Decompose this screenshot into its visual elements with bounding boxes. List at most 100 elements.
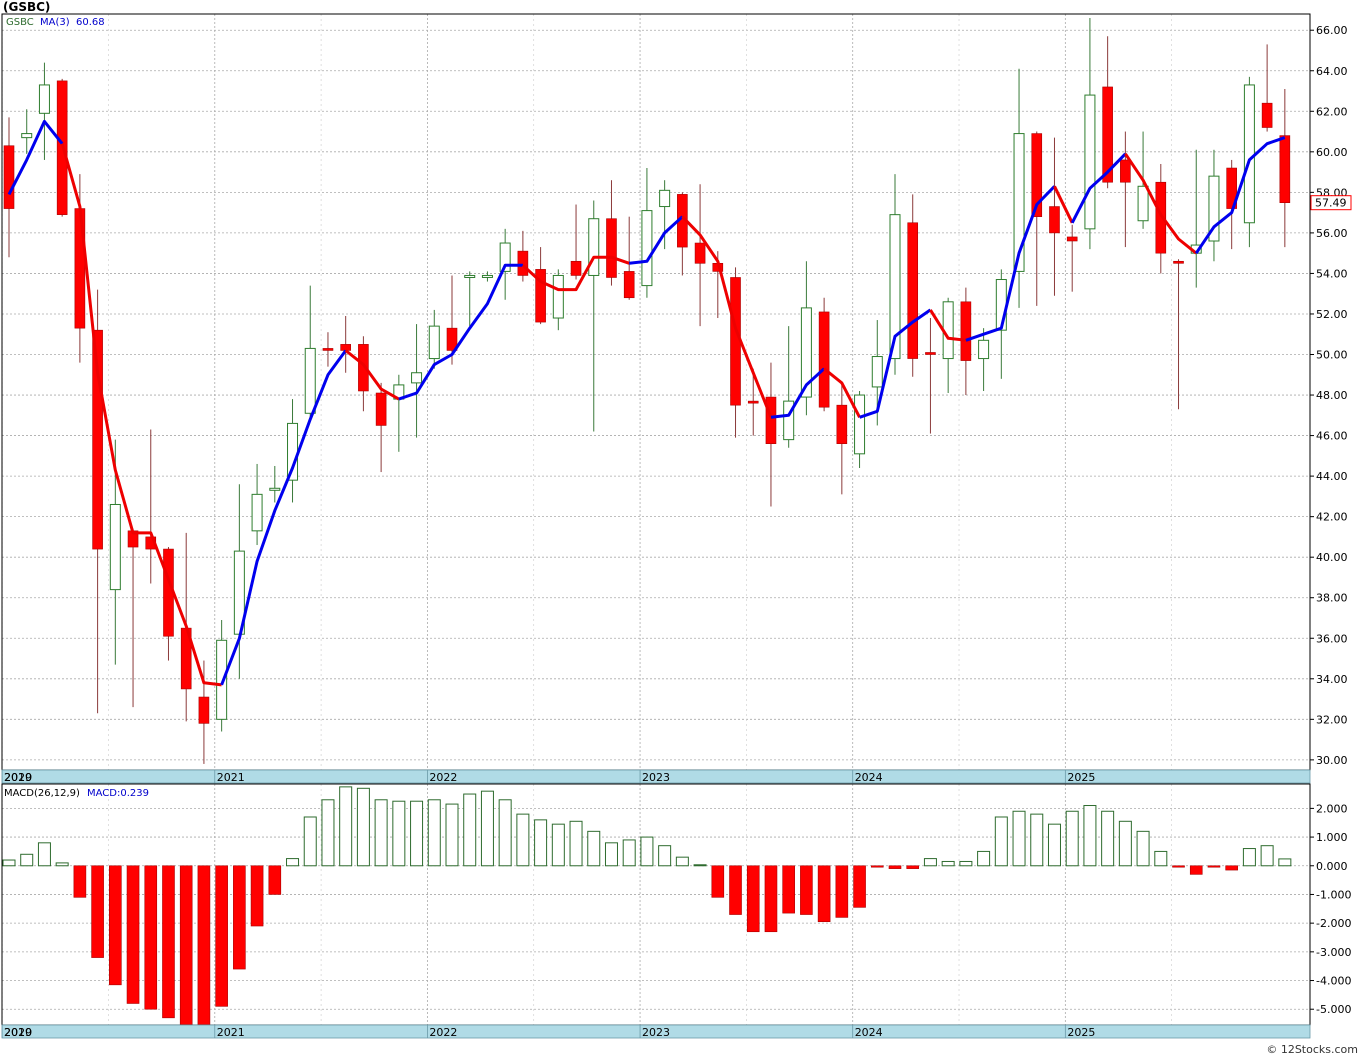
macd-bar-positive: [498, 799, 512, 867]
macd-bar-positive: [37, 842, 51, 867]
ma-segment-rising: [7, 119, 64, 196]
candle-body: [446, 327, 458, 351]
last-price-value: 57.49: [1315, 197, 1347, 210]
candle-body: [552, 274, 564, 319]
price-tick-label: 46.00: [1316, 430, 1348, 443]
macd-tick-label: 0.000: [1316, 860, 1348, 873]
last-price-box: [1310, 195, 1352, 211]
macd-tick-label: -5.000: [1316, 1003, 1351, 1016]
macd-bar-positive: [463, 793, 477, 867]
macd-bar-positive: [1047, 823, 1061, 867]
ma-segment-falling: [681, 215, 773, 418]
up-candle: [1084, 18, 1096, 250]
down-candle: [322, 332, 334, 367]
candle-body: [411, 372, 423, 384]
macd-bar-positive: [640, 836, 654, 867]
macd-bar-positive: [516, 813, 530, 867]
candle-body: [1173, 260, 1184, 264]
candle-body: [375, 392, 387, 426]
up-candle: [481, 271, 493, 282]
macd-value-label: MACD:0.239: [87, 788, 149, 799]
year-label: 2022: [429, 771, 457, 784]
candle-body: [694, 242, 706, 264]
moving-average-line: [7, 119, 1286, 687]
price-tick-label: 38.00: [1316, 592, 1348, 605]
candle-body: [499, 242, 511, 272]
candle-body: [535, 269, 546, 323]
macd-bar-negative: [162, 865, 175, 1019]
macd-bar-negative: [250, 865, 264, 927]
down-candle: [1155, 163, 1167, 274]
macd-bar-negative: [729, 865, 742, 915]
macd-bar-positive: [1260, 845, 1274, 867]
down-candle: [606, 180, 617, 286]
ma-segment-falling: [1124, 152, 1198, 255]
macd-histogram: [2, 786, 1292, 1034]
macd-bar-positive: [374, 799, 388, 867]
macd-tick-label: -2.000: [1316, 917, 1351, 930]
up-candle: [269, 465, 281, 503]
candle-body: [1279, 135, 1291, 203]
down-candle: [1261, 44, 1273, 132]
price-tick-label: 64.00: [1316, 65, 1348, 78]
down-candle: [836, 384, 848, 495]
ma-segment-rising: [398, 263, 523, 401]
macd-bar-positive: [55, 862, 69, 867]
up-candle: [109, 439, 121, 665]
macd-bar-negative: [853, 865, 866, 908]
down-candle: [747, 368, 759, 436]
year-label: 2021: [217, 1026, 245, 1039]
candle-body: [1066, 236, 1078, 242]
macd-bar-positive: [1012, 810, 1026, 867]
macd-bar-negative: [746, 865, 760, 933]
candle-body: [481, 274, 493, 278]
down-candle: [198, 660, 210, 764]
price-tick-label: 66.00: [1316, 24, 1348, 37]
macd-bar-positive: [1101, 810, 1115, 867]
down-candle: [960, 287, 972, 396]
ma-segment-rising: [1194, 136, 1286, 255]
macd-bar-positive: [977, 850, 991, 867]
macd-bar-positive: [445, 803, 459, 867]
last-price-tag: 57.49: [1310, 195, 1352, 211]
candle-body: [978, 339, 990, 360]
macd-tick-label: -4.000: [1316, 975, 1351, 988]
up-candle: [411, 324, 423, 438]
candle-body: [3, 145, 15, 209]
candle-body: [109, 503, 121, 591]
macd-bar-positive: [2, 859, 16, 867]
down-candle: [517, 230, 529, 282]
price-tick-label: 40.00: [1316, 551, 1348, 564]
macd-bar-negative: [215, 865, 228, 1007]
up-candle: [783, 326, 795, 448]
macd-bar-positive: [1278, 858, 1292, 867]
macd-tick-label: -1.000: [1316, 888, 1351, 901]
macd-bar-negative: [711, 865, 725, 898]
candle-body: [907, 222, 919, 359]
candle-body: [1208, 175, 1220, 242]
ma-segment-falling: [823, 367, 861, 418]
down-candle: [1049, 137, 1060, 296]
candle-body: [1084, 94, 1096, 230]
year-label: 2022: [429, 1026, 457, 1039]
macd-bar-negative: [126, 865, 140, 1004]
up-candle: [21, 109, 33, 154]
up-candle: [1208, 149, 1220, 262]
macd-bar-positive: [339, 786, 353, 867]
macd-params-label: MACD(26,12,9): [4, 788, 80, 799]
macd-bar-positive: [941, 860, 955, 867]
macd-bar-positive: [410, 800, 424, 867]
macd-bar-positive: [675, 856, 689, 867]
macd-bar-positive: [569, 820, 583, 867]
year-label: 2024: [855, 1026, 883, 1039]
candle-body: [588, 218, 600, 276]
candle-body: [340, 344, 351, 351]
macd-bar-positive: [356, 787, 370, 867]
up-candle: [588, 200, 600, 432]
macd-legend: MACD(26,12,9) MACD:0.239: [4, 788, 149, 799]
down-candle: [907, 194, 919, 377]
macd-bar-positive: [1030, 813, 1044, 867]
